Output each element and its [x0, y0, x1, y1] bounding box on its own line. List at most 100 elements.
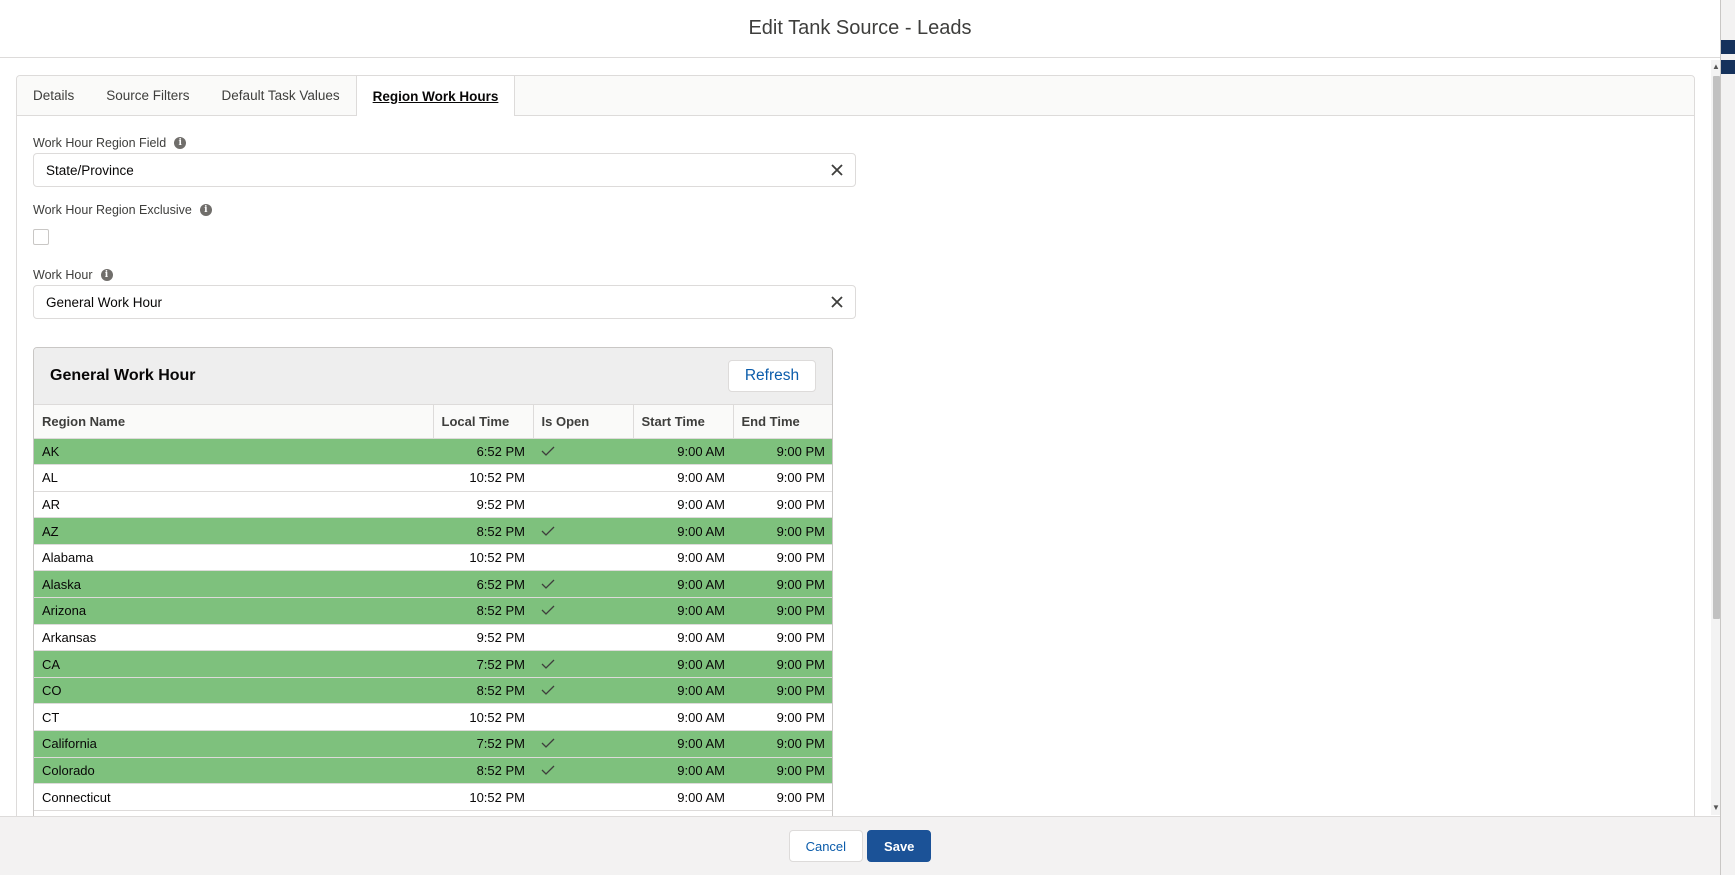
cell-end-time: 9:00 PM [733, 677, 832, 705]
table-body: AK 6:52 PM 9:00 AM 9:00 PM AL 10:52 PM 9:00 AM… [34, 438, 832, 811]
cell-local-time: 8:52 PM [433, 517, 533, 545]
work-hour-table: Region Name Local Time Is Open Start Tim… [34, 405, 832, 811]
cell-is-open [533, 517, 633, 545]
save-button[interactable]: Save [867, 830, 932, 862]
cell-region-name: AL [34, 464, 433, 492]
table-row: Arizona 8:52 PM 9:00 AM 9:00 PM [34, 597, 832, 625]
checkmark-icon [541, 579, 555, 589]
tab-source-filters[interactable]: Source Filters [106, 88, 190, 103]
cell-local-time: 6:52 PM [433, 570, 533, 599]
cell-is-open [533, 597, 633, 625]
cell-region-name: Connecticut [34, 783, 433, 811]
cell-start-time: 9:00 AM [633, 624, 733, 652]
modal-title: Edit Tank Source - Leads [748, 17, 972, 39]
checkmark-icon [541, 765, 555, 775]
cell-end-time: 9:00 PM [733, 757, 832, 785]
region-field-value: State/Province [46, 162, 134, 178]
cell-start-time: 9:00 AM [633, 517, 733, 545]
cell-region-name: Colorado [34, 757, 433, 785]
tab-region-work-hours[interactable]: Region Work Hours [355, 76, 516, 116]
cancel-button[interactable]: Cancel [788, 830, 864, 862]
cell-end-time: 9:00 PM [733, 624, 832, 652]
cell-is-open [533, 677, 633, 705]
region-exclusive-checkbox[interactable] [33, 229, 49, 245]
cell-is-open [533, 783, 633, 811]
work-hour-value: General Work Hour [46, 294, 163, 310]
cell-region-name: CT [34, 703, 433, 732]
cell-end-time: 9:00 PM [733, 570, 832, 599]
cell-region-name: Alaska [34, 570, 433, 599]
cell-local-time: 8:52 PM [433, 597, 533, 625]
cell-is-open [533, 570, 633, 599]
column-header-start-time[interactable]: Start Time [633, 405, 734, 439]
cell-is-open [533, 730, 633, 758]
cell-local-time: 7:52 PM [433, 650, 533, 678]
checkmark-icon [541, 446, 555, 456]
cell-end-time: 9:00 PM [733, 703, 832, 732]
column-header-is-open[interactable]: Is Open [533, 405, 634, 439]
cell-region-name: Arizona [34, 597, 433, 625]
cell-end-time: 9:00 PM [733, 650, 832, 678]
info-icon[interactable]: i [174, 137, 187, 149]
tab-bar: Details Source Filters Default Task Valu… [17, 76, 1694, 116]
cell-end-time: 9:00 PM [733, 464, 832, 492]
scroll-down-arrow-icon[interactable]: ▼ [1712, 803, 1720, 812]
checkmark-icon [541, 659, 555, 669]
cell-is-open [533, 438, 633, 466]
work-hour-combobox[interactable]: General Work Hour [33, 285, 856, 319]
region-exclusive-label: Work Hour Region Exclusive [33, 203, 192, 217]
table-row: Alabama 10:52 PM 9:00 AM 9:00 PM [34, 544, 832, 572]
info-icon[interactable]: i [100, 269, 113, 281]
cell-region-name: California [34, 730, 433, 758]
background-page-edge [1720, 0, 1735, 875]
table-row: CA 7:52 PM 9:00 AM 9:00 PM [34, 650, 832, 678]
work-hour-label-row: Work Hour i [33, 268, 113, 282]
cell-start-time: 9:00 AM [633, 703, 733, 732]
cell-start-time: 9:00 AM [633, 570, 733, 599]
cell-is-open [533, 464, 633, 492]
checkmark-icon [541, 526, 555, 536]
cell-is-open [533, 544, 633, 572]
cell-start-time: 9:00 AM [633, 491, 733, 519]
cell-region-name: Arkansas [34, 624, 433, 652]
scroll-up-arrow-icon[interactable]: ▲ [1712, 62, 1720, 71]
work-hour-card-header: General Work Hour Refresh [34, 348, 832, 405]
close-icon[interactable] [829, 162, 845, 178]
cell-end-time: 9:00 PM [733, 730, 832, 758]
cell-local-time: 8:52 PM [433, 677, 533, 705]
cell-start-time: 9:00 AM [633, 730, 733, 758]
tab-default-task-values[interactable]: Default Task Values [221, 88, 340, 103]
column-header-local-time[interactable]: Local Time [433, 405, 534, 439]
scrollbar-thumb[interactable] [1713, 76, 1720, 619]
region-field-combobox[interactable]: State/Province [33, 153, 856, 187]
table-row: CO 8:52 PM 9:00 AM 9:00 PM [34, 677, 832, 705]
cell-region-name: AK [34, 438, 433, 466]
region-field-label: Work Hour Region Field [33, 136, 167, 150]
cell-end-time: 9:00 PM [733, 491, 832, 519]
tab-details[interactable]: Details [33, 88, 75, 103]
cell-is-open [533, 703, 633, 732]
cell-region-name: AR [34, 491, 433, 519]
refresh-button[interactable]: Refresh [728, 360, 816, 392]
work-hour-card: General Work Hour Refresh Region Name Lo… [33, 347, 833, 827]
cell-is-open [533, 650, 633, 678]
info-icon[interactable]: i [199, 204, 212, 216]
column-header-region-name[interactable]: Region Name [34, 405, 434, 439]
table-row: Arkansas 9:52 PM 9:00 AM 9:00 PM [34, 624, 832, 652]
region-field-label-row: Work Hour Region Field i [33, 136, 187, 150]
checkmark-icon [541, 738, 555, 749]
close-icon[interactable] [829, 294, 845, 310]
table-row: Colorado 8:52 PM 9:00 AM 9:00 PM [34, 757, 832, 785]
table-row: AZ 8:52 PM 9:00 AM 9:00 PM [34, 517, 832, 545]
column-header-end-time[interactable]: End Time [733, 405, 832, 439]
work-hour-label: Work Hour [33, 268, 93, 282]
cell-local-time: 8:52 PM [433, 757, 533, 785]
cell-local-time: 9:52 PM [433, 491, 533, 519]
cell-local-time: 10:52 PM [433, 464, 533, 492]
cell-end-time: 9:00 PM [733, 544, 832, 572]
cell-start-time: 9:00 AM [633, 438, 733, 466]
table-row: California 7:52 PM 9:00 AM 9:00 PM [34, 730, 832, 758]
cell-start-time: 9:00 AM [633, 757, 733, 785]
cell-is-open [533, 624, 633, 652]
cell-local-time: 6:52 PM [433, 438, 533, 466]
